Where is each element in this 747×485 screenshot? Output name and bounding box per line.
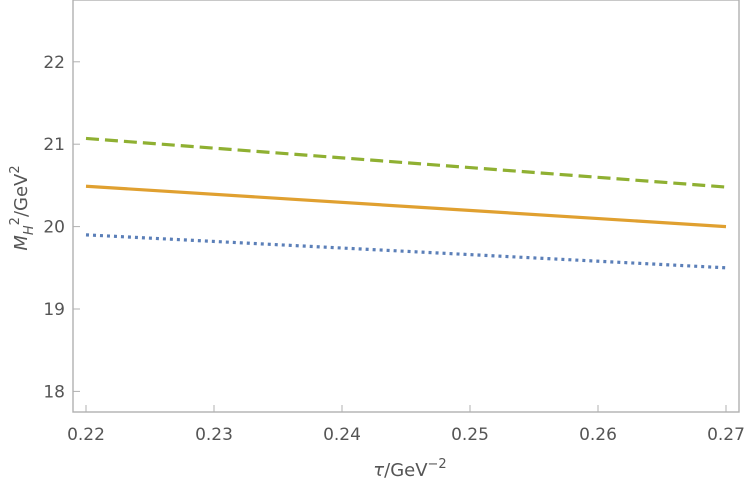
x-tick-label: 0.27 [707,425,745,445]
x-tick-label: 0.26 [579,425,617,445]
y-tick-label: 19 [43,300,65,320]
x-tick-label: 0.23 [195,425,233,445]
x-axis-label: τ/GeV−2 [373,457,446,481]
x-axis-ticks: 0.22 0.23 0.24 0.25 0.26 0.27 [67,405,745,445]
x-tick-label: 0.24 [323,425,361,445]
y-tick-label: 21 [43,135,65,155]
series-line-solid [85,184,727,229]
y-tick-label: 18 [43,382,65,402]
x-tick-label: 0.22 [67,425,105,445]
series-lines [85,136,727,270]
y-tick-label: 22 [43,53,65,73]
y-tick-label: 20 [43,218,65,238]
plot-frame [72,0,740,413]
series-line-dotted [85,233,727,270]
y-axis-label: MH2/GeV2 [8,165,37,250]
series-line-dashed [85,136,727,189]
x-tick-label: 0.25 [451,425,489,445]
y-axis-ticks: 18 19 20 21 22 [43,53,80,402]
